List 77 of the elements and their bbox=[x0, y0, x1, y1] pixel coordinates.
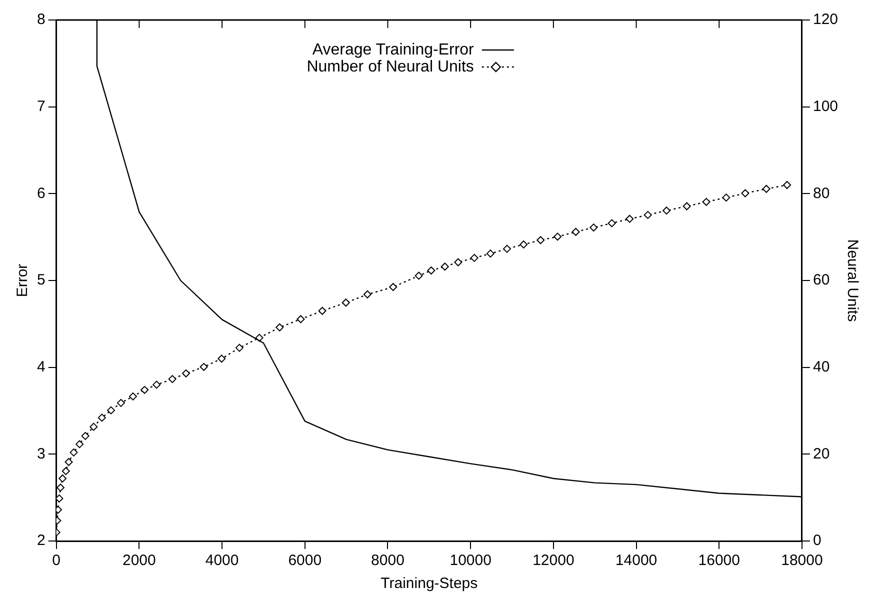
point bbox=[762, 184, 770, 193]
point bbox=[572, 228, 580, 236]
point bbox=[168, 375, 176, 384]
x-tick-label: 14000 bbox=[615, 552, 658, 570]
point bbox=[140, 386, 149, 394]
point bbox=[363, 290, 372, 298]
x-tick-label: 16000 bbox=[698, 552, 740, 570]
point bbox=[389, 283, 398, 292]
x-tick-label: 18000 bbox=[781, 552, 823, 570]
y2-tick-label: 60 bbox=[812, 272, 830, 289]
point bbox=[182, 369, 190, 378]
point bbox=[70, 448, 78, 456]
x-tick-label: 6000 bbox=[288, 552, 322, 570]
y-tick-label: 6 bbox=[37, 184, 46, 202]
point bbox=[486, 250, 494, 258]
point bbox=[454, 258, 462, 266]
point bbox=[440, 262, 449, 271]
point bbox=[783, 180, 792, 189]
point bbox=[536, 236, 545, 244]
point bbox=[741, 189, 750, 198]
point bbox=[98, 414, 106, 422]
legend-label: Average Training-Error bbox=[312, 41, 475, 58]
point bbox=[554, 232, 562, 241]
point bbox=[62, 467, 70, 476]
y-tick-label: 3 bbox=[37, 445, 46, 462]
point bbox=[626, 214, 634, 223]
y-tick-label: 7 bbox=[37, 98, 46, 115]
x-axis-title: Training-Steps bbox=[380, 575, 478, 592]
point bbox=[200, 362, 208, 371]
point bbox=[81, 432, 90, 440]
x-tick-label: 4000 bbox=[205, 552, 239, 570]
point bbox=[76, 440, 84, 448]
point bbox=[682, 202, 691, 210]
y-axis-title: Error bbox=[14, 264, 32, 298]
point bbox=[296, 315, 305, 324]
point bbox=[520, 240, 528, 248]
point bbox=[56, 484, 64, 492]
point bbox=[342, 298, 350, 307]
legend-label: Number of Neural Units bbox=[306, 58, 474, 76]
y2-tick-label: 80 bbox=[812, 184, 830, 202]
x-tick-label: 0 bbox=[52, 552, 61, 570]
y2-tick-label: 40 bbox=[812, 358, 830, 376]
point bbox=[427, 266, 436, 275]
point bbox=[90, 422, 98, 431]
point bbox=[470, 254, 478, 262]
y-tick-label: 8 bbox=[37, 11, 46, 28]
point bbox=[644, 210, 652, 219]
y2-axis-title: Neural Units bbox=[844, 239, 861, 322]
point bbox=[218, 354, 226, 363]
point bbox=[56, 494, 64, 502]
point bbox=[503, 244, 512, 253]
point bbox=[662, 206, 671, 215]
point bbox=[64, 458, 73, 466]
point bbox=[722, 194, 730, 202]
point bbox=[107, 406, 116, 414]
y2-tick-label: 20 bbox=[812, 445, 830, 462]
x-tick-label: 10000 bbox=[450, 552, 492, 570]
point bbox=[414, 272, 423, 280]
y-tick-label: 5 bbox=[37, 272, 46, 289]
point bbox=[235, 344, 244, 352]
point bbox=[590, 224, 598, 232]
y2-tick-label: 0 bbox=[812, 532, 822, 550]
point bbox=[152, 380, 161, 389]
y2-tick-label: 100 bbox=[812, 98, 838, 115]
point bbox=[702, 198, 710, 206]
y-tick-label: 4 bbox=[37, 358, 46, 376]
point bbox=[116, 398, 125, 407]
x-tick-label: 2000 bbox=[122, 552, 156, 570]
y-tick-label: 2 bbox=[37, 532, 46, 550]
x-tick-label: 12000 bbox=[532, 552, 574, 570]
point bbox=[608, 219, 616, 228]
point bbox=[276, 323, 284, 332]
x-tick-label: 8000 bbox=[371, 552, 404, 570]
y2-tick-label: 120 bbox=[812, 11, 838, 28]
point bbox=[318, 306, 326, 315]
point bbox=[128, 392, 137, 400]
point bbox=[58, 474, 67, 482]
